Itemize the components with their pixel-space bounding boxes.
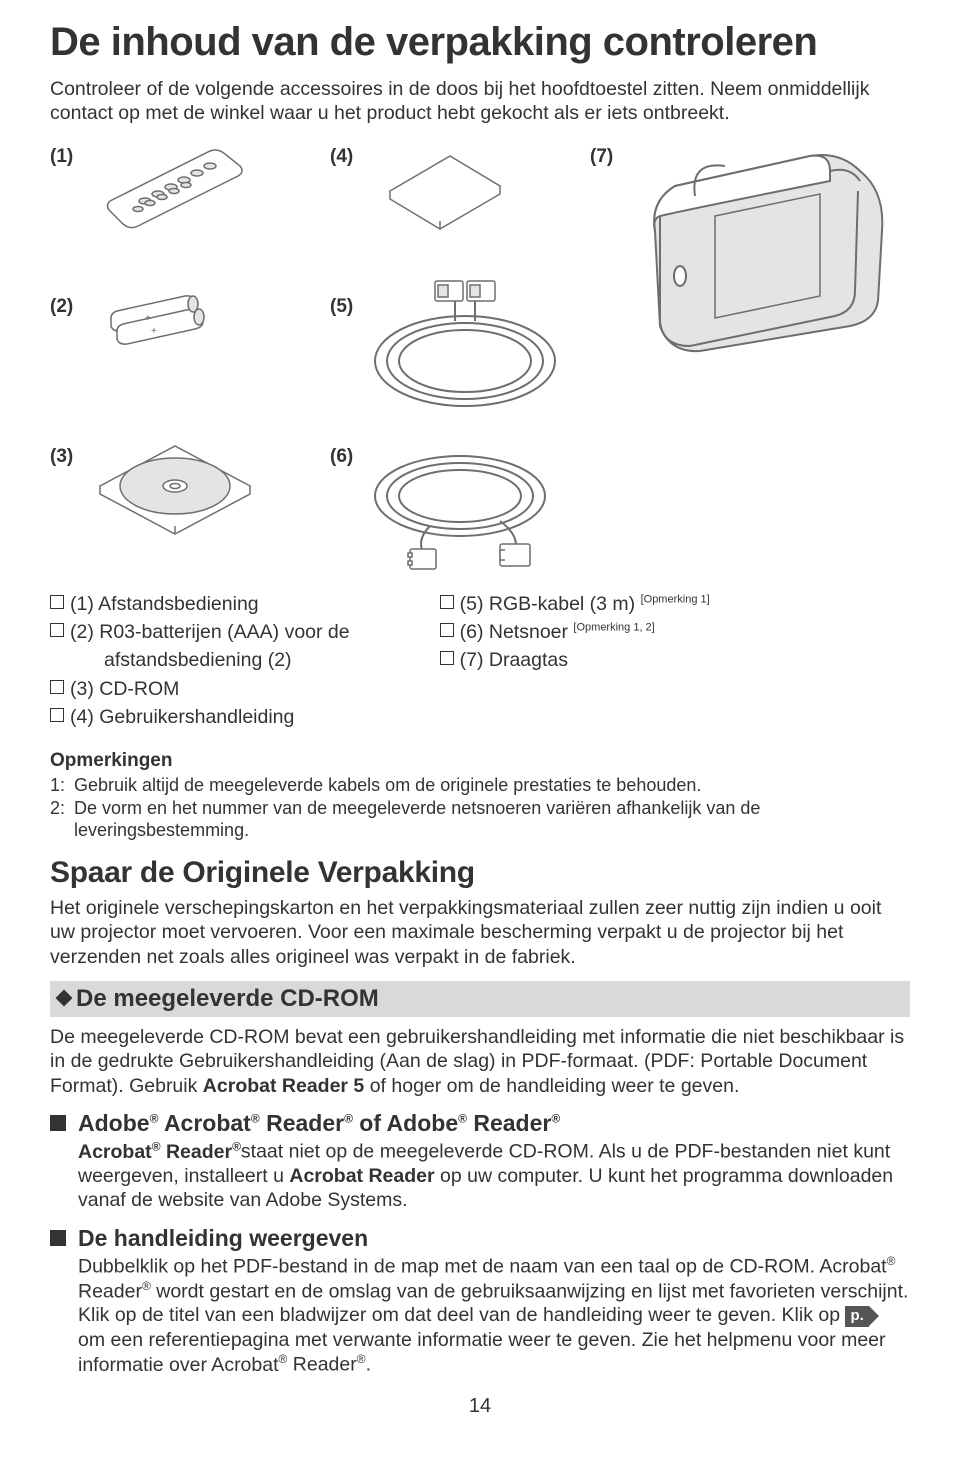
power-cord-icon (360, 426, 570, 576)
batteries-icon: + + (105, 291, 215, 346)
label-1: (1) (50, 146, 73, 168)
intro-text: Controleer of de volgende accessoires in… (50, 77, 910, 126)
checklist: (1) Afstandsbediening (2) R03-batterijen… (50, 591, 910, 733)
cdrom-body: De meegeleverde CD-ROM bevat een gebruik… (50, 1025, 910, 1098)
spaar-heading: Spaar de Originele Verpakking (50, 856, 910, 890)
label-5: (5) (330, 296, 353, 318)
adobe-heading: Adobe® Acrobat® Reader® of Adobe® Reader… (78, 1110, 910, 1137)
page-number: 14 (50, 1395, 910, 1418)
label-2: (2) (50, 296, 73, 318)
rgb-cable-icon (360, 276, 570, 426)
svg-text:+: + (145, 313, 151, 324)
check-6: (6) Netsnoer [Opmerking 1, 2] (460, 619, 655, 645)
page-title: De inhoud van de verpakking controleren (50, 20, 910, 65)
label-3: (3) (50, 446, 73, 468)
notes-heading: Opmerkingen (50, 750, 910, 772)
hand-body: Dubbelklik op het PDF-bestand in de map … (78, 1254, 910, 1377)
checklist-right: (5) RGB-kabel (3 m) [Opmerking 1] (6) Ne… (440, 591, 710, 733)
check-4: (4) Gebruikershandleiding (70, 704, 294, 730)
hand-heading: De handleiding weergeven (78, 1225, 910, 1252)
cdrom-heading: De meegeleverde CD-ROM (50, 981, 910, 1017)
svg-text:+: + (151, 326, 157, 337)
check-5: (5) RGB-kabel (3 m) [Opmerking 1] (460, 591, 710, 617)
adobe-body: Acrobat® Reader®staat niet op de meegele… (78, 1139, 910, 1213)
check-2: (2) R03-batterijen (AAA) voor de (70, 619, 350, 645)
bag-icon (620, 141, 910, 361)
cdrom-icon (90, 436, 260, 546)
label-4: (4) (330, 146, 353, 168)
notes-body: 1:Gebruik altijd de meegeleverde kabels … (50, 774, 910, 842)
accessories-grid: (1) (2) (3) (4) (5) (6) (7) + + (50, 146, 910, 576)
remote-icon (90, 146, 270, 236)
check-1: (1) Afstandsbediening (70, 591, 259, 617)
check-3: (3) CD-ROM (70, 676, 179, 702)
check-7: (7) Draagtas (460, 647, 568, 673)
check-2b: afstandsbediening (2) (70, 647, 292, 673)
spaar-body: Het originele verschepingskarton en het … (50, 896, 910, 969)
label-6: (6) (330, 446, 353, 468)
checklist-left: (1) Afstandsbediening (2) R03-batterijen… (50, 591, 350, 733)
manual-icon (370, 146, 520, 236)
page-badge: p. (845, 1306, 868, 1327)
label-7: (7) (590, 146, 613, 168)
